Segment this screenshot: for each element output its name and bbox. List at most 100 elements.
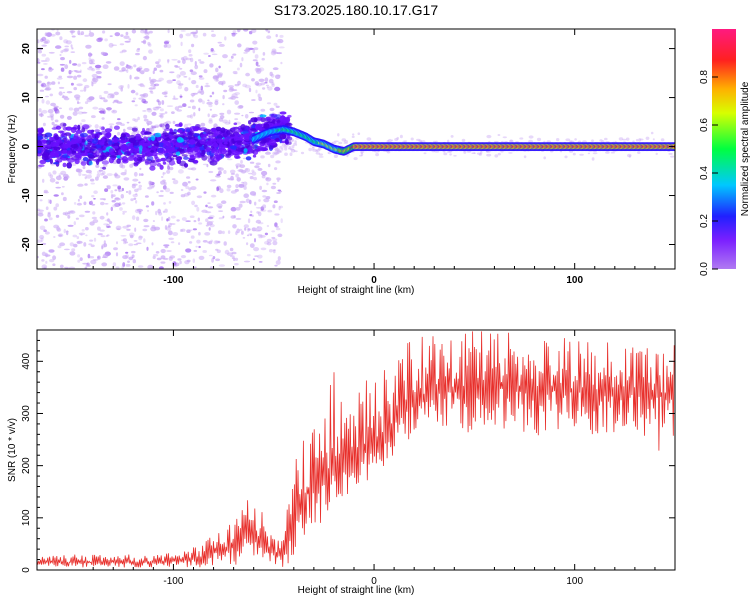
- spectrogram-noise-cell: [277, 74, 281, 77]
- spectrogram-noise-cell: [103, 243, 108, 248]
- spectrogram-noise-cell: [473, 152, 476, 154]
- spectrogram-noise-cell: [204, 232, 211, 236]
- spectrogram-noise-cell: [183, 76, 188, 78]
- spectrogram-noise-cell: [154, 124, 160, 128]
- spectrogram-band-cell: [256, 145, 263, 151]
- spectrogram-band-cell: [221, 145, 226, 150]
- spectrogram-band-cell: [108, 140, 113, 146]
- spectrogram-noise-cell: [131, 254, 135, 258]
- spectrogram-noise-cell: [247, 218, 251, 224]
- spectrogram-noise-cell: [274, 264, 278, 267]
- spectrogram-band-cell: [140, 139, 146, 144]
- spectrogram-noise-cell: [216, 173, 221, 176]
- spectrogram-noise-cell: [139, 94, 146, 97]
- spectrogram-noise-cell: [120, 172, 127, 176]
- spectrogram-noise-cell: [47, 109, 54, 114]
- spectrogram-band-cell: [64, 132, 72, 136]
- spectrogram-noise-cell: [56, 110, 60, 114]
- spectrogram-noise-cell: [265, 84, 270, 87]
- spectrogram-noise-cell: [266, 35, 272, 39]
- spectrogram-noise-cell: [146, 209, 150, 212]
- spectrogram-band-cell: [79, 132, 88, 138]
- spectrogram-noise-cell: [41, 53, 47, 57]
- spectrogram-band-cell: [81, 127, 86, 133]
- spectrogram-band-cell: [122, 146, 126, 153]
- spectrogram-band-cell: [139, 145, 143, 151]
- spectrogram-noise-cell: [169, 191, 174, 194]
- spectrogram-noise-cell: [236, 228, 240, 234]
- spectrogram-noise-cell: [256, 65, 261, 67]
- spectrogram-noise-cell: [113, 91, 119, 96]
- spectrogram-noise-cell: [227, 252, 233, 256]
- spectrogram-noise-cell: [231, 93, 238, 98]
- spectrogram-noise-cell: [73, 221, 77, 226]
- spectrogram-noise-cell: [182, 103, 187, 107]
- spectrogram-noise-cell: [256, 211, 260, 214]
- spectrogram-noise-cell: [254, 238, 256, 243]
- spectrogram-band-cell: [211, 148, 216, 154]
- spectrogram-noise-cell: [147, 264, 154, 269]
- spectrogram-noise-cell: [453, 155, 457, 157]
- spectrogram-x-tick-label: 100: [566, 275, 583, 286]
- spectrogram-band-cell: [230, 138, 235, 145]
- spectrogram-noise-cell: [122, 69, 128, 72]
- spectrogram-noise-cell: [243, 29, 249, 32]
- spectrogram-noise-cell: [129, 234, 134, 239]
- spectrogram-band-cell: [157, 152, 163, 155]
- spectrogram-noise-cell: [75, 70, 82, 74]
- spectrogram-noise-cell: [251, 29, 257, 33]
- spectrogram-noise-cell: [185, 185, 190, 190]
- spectrogram-band-cell: [215, 126, 222, 132]
- spectrogram-noise-cell: [177, 258, 182, 261]
- spectrogram-noise-cell: [126, 121, 130, 124]
- spectrogram-noise-cell: [168, 201, 172, 204]
- spectrogram-noise-cell: [108, 123, 115, 126]
- spectrogram-noise-cell: [523, 155, 527, 159]
- spectrogram-noise-cell: [107, 94, 112, 99]
- spectrogram-noise-cell: [164, 246, 169, 249]
- spectrogram-noise-cell: [238, 105, 244, 109]
- spectrogram-noise-cell: [312, 146, 315, 149]
- spectrogram-band-cell: [175, 142, 183, 148]
- spectrogram-noise-cell: [234, 263, 239, 266]
- spectrogram-noise-cell: [461, 138, 466, 142]
- spectrogram-noise-cell: [272, 240, 278, 246]
- spectrogram-noise-cell: [252, 48, 256, 54]
- spectrogram-noise-cell: [177, 85, 182, 90]
- spectrogram-band-cell: [108, 148, 115, 154]
- spectrogram-noise-cell: [171, 178, 176, 181]
- spectrogram-noise-cell: [164, 208, 168, 213]
- spectrogram-noise-cell: [158, 194, 164, 197]
- spectrogram-band-cell: [75, 152, 82, 158]
- spectrogram-noise-cell: [166, 79, 173, 84]
- spectrogram-noise-cell: [219, 188, 224, 194]
- spectrogram-noise-cell: [236, 67, 240, 71]
- spectrogram-noise-cell: [386, 139, 390, 143]
- spectrogram-noise-cell: [360, 152, 364, 154]
- spectrogram-noise-cell: [140, 173, 144, 176]
- spectrogram-noise-cell: [198, 77, 205, 80]
- spectrogram-band-cell: [123, 151, 131, 157]
- spectrogram-noise-cell: [208, 240, 213, 245]
- spectrogram-noise-cell: [200, 122, 206, 127]
- spectrogram-y-tick-label: 20: [21, 43, 32, 55]
- spectrogram-noise-cell: [134, 76, 140, 80]
- spectrogram-noise-cell: [346, 154, 349, 158]
- spectrogram-noise-cell: [98, 94, 102, 100]
- spectrogram-noise-cell: [55, 45, 62, 49]
- spectrogram-noise-cell: [75, 217, 79, 220]
- spectrogram-noise-cell: [162, 172, 165, 176]
- spectrogram-noise-cell: [90, 182, 96, 185]
- spectrogram-noise-cell: [147, 122, 150, 126]
- spectrogram-noise-cell: [77, 254, 81, 258]
- spectrogram-band-cell: [169, 157, 175, 161]
- spectrogram-noise-cell: [103, 99, 108, 103]
- spectrogram-noise-cell: [264, 232, 268, 236]
- spectrogram-noise-cell: [366, 137, 372, 141]
- spectrogram-noise-cell: [267, 209, 273, 213]
- spectrogram-noise-cell: [316, 148, 321, 152]
- spectrogram-noise-cell: [167, 59, 170, 62]
- spectrogram-noise-cell: [60, 50, 64, 54]
- spectrogram-noise-cell: [141, 134, 144, 138]
- spectrogram-noise-cell: [293, 142, 296, 147]
